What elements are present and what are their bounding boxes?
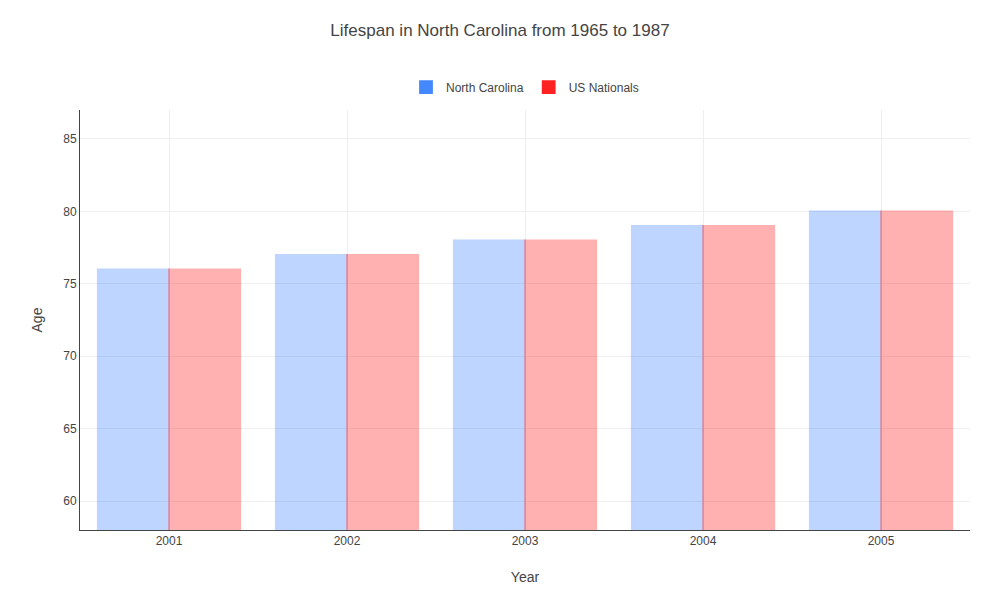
svg-text:2005: 2005 — [868, 534, 895, 548]
svg-text:US Nationals: US Nationals — [569, 81, 639, 95]
svg-text:2002: 2002 — [334, 534, 361, 548]
svg-text:65: 65 — [63, 422, 77, 436]
svg-text:Lifespan in North Carolina fro: Lifespan in North Carolina from 1965 to … — [330, 21, 669, 40]
svg-text:2004: 2004 — [690, 534, 717, 548]
svg-text:2001: 2001 — [156, 534, 183, 548]
svg-text:Year: Year — [511, 569, 540, 585]
svg-text:85: 85 — [63, 132, 77, 146]
svg-text:80: 80 — [63, 205, 77, 219]
svg-text:60: 60 — [63, 494, 77, 508]
svg-text:North Carolina: North Carolina — [446, 81, 524, 95]
svg-text:70: 70 — [63, 349, 77, 363]
svg-text:75: 75 — [63, 277, 77, 291]
svg-text:Age: Age — [29, 307, 45, 332]
svg-text:2003: 2003 — [512, 534, 539, 548]
